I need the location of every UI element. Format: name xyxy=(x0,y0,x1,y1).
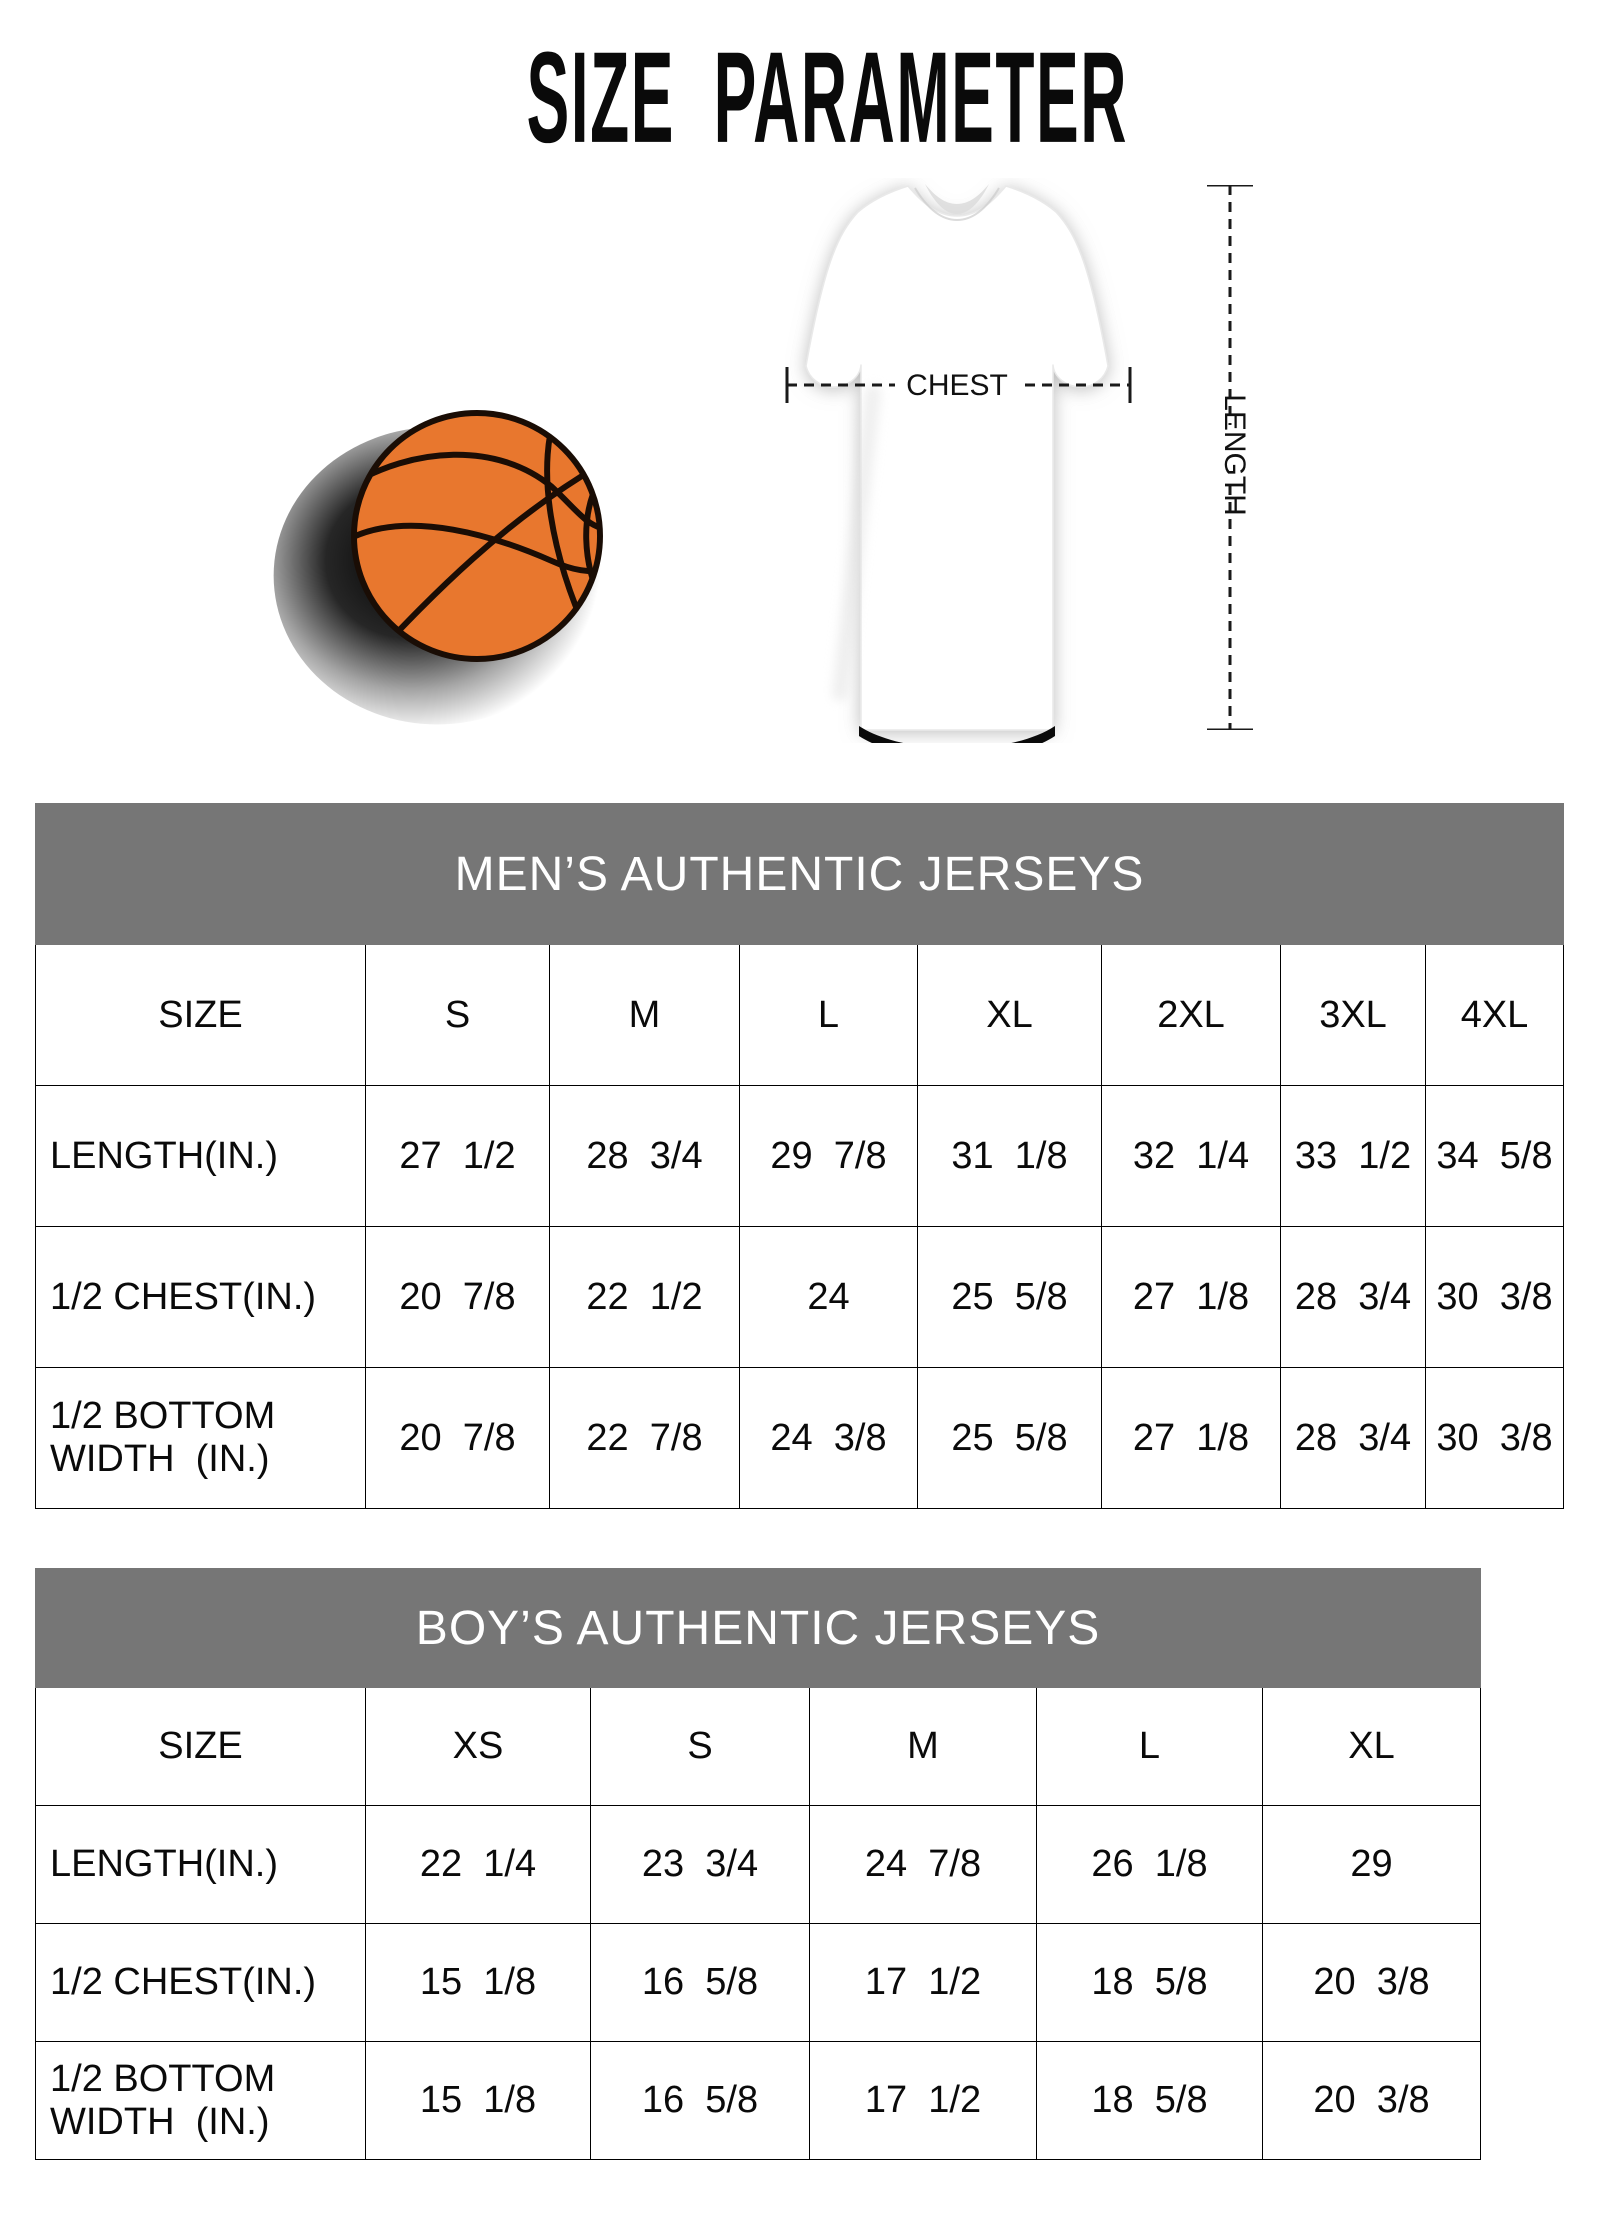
svg-text:LENGTH: LENGTH xyxy=(1218,394,1251,516)
svg-text:CHEST: CHEST xyxy=(906,369,1008,402)
